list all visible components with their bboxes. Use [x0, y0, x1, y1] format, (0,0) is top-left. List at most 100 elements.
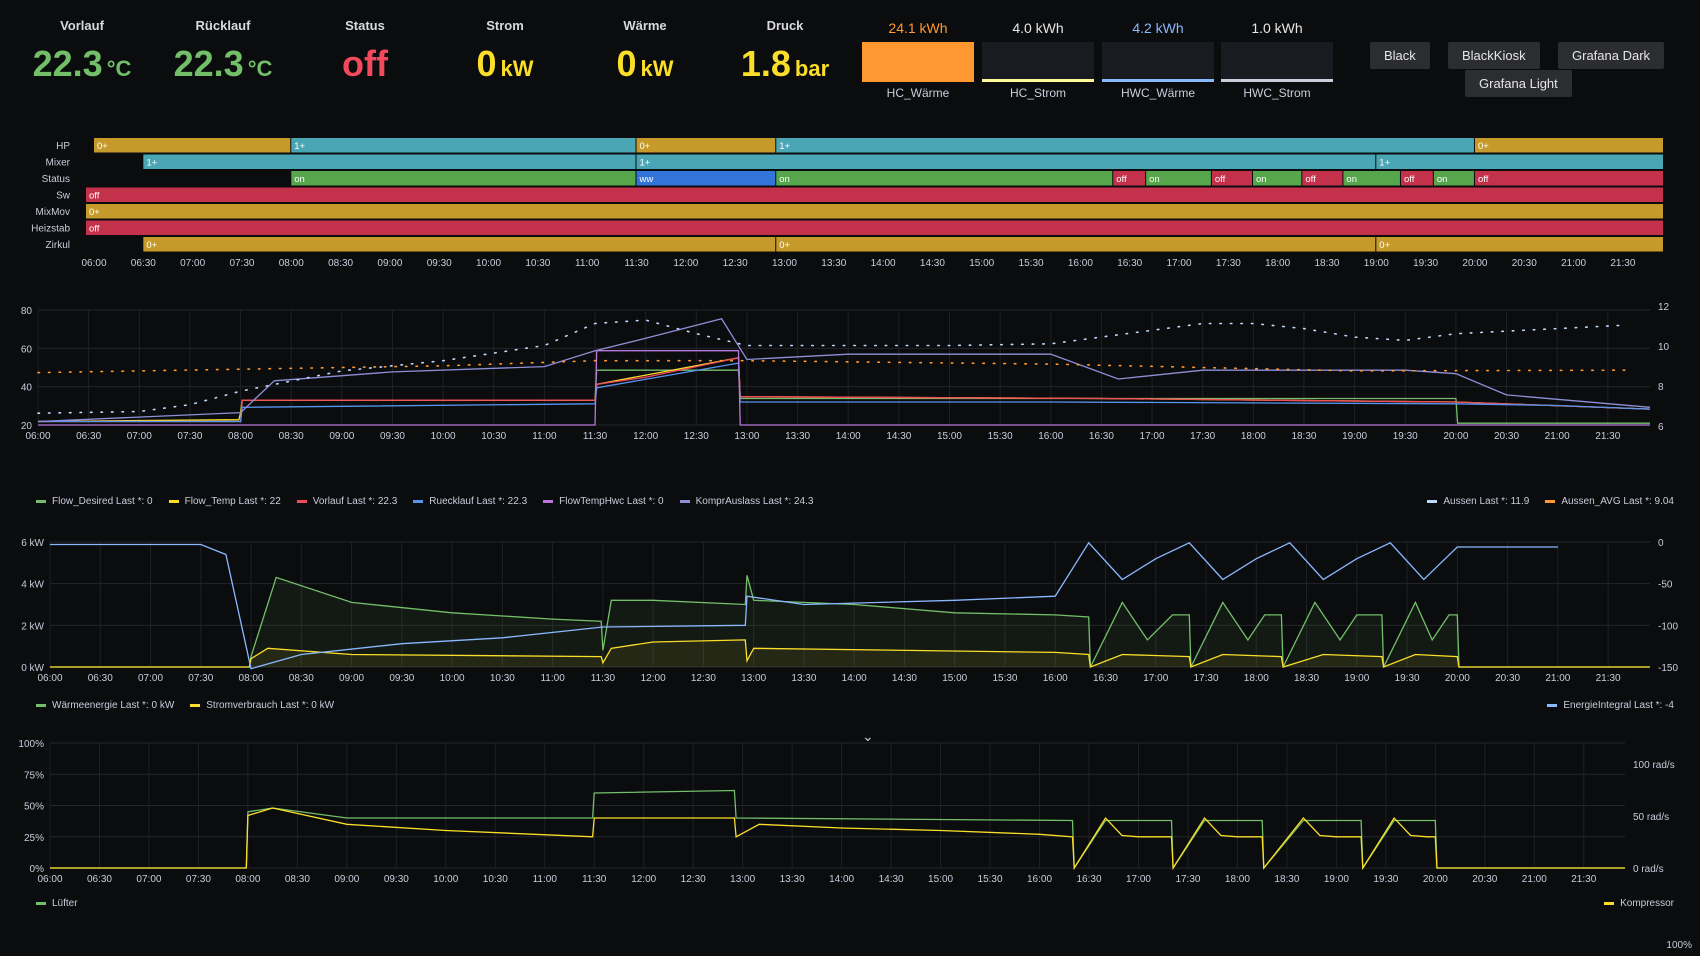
x-tick-label: 08:00 [235, 874, 260, 885]
legend-swatch [36, 499, 46, 503]
stat-number: 0 [616, 43, 637, 84]
legend-item[interactable]: Ruecklauf Last *: 22.3 [413, 496, 527, 507]
x-tick-label: 12:30 [684, 431, 709, 442]
x-tick-label: 17:30 [1194, 673, 1219, 684]
timeline-tick-label: 15:00 [969, 258, 994, 269]
timeline-tick-label: 21:00 [1561, 258, 1586, 269]
timeline-tick-label: 08:30 [328, 258, 353, 269]
chart3-legend-right: Kompressor [1604, 898, 1690, 909]
y-tick-label-right: 0 rad/s [1633, 864, 1664, 875]
series-area [50, 639, 1650, 667]
x-tick-label: 16:00 [1027, 874, 1052, 885]
legend-item[interactable]: Aussen_AVG Last *: 9.04 [1545, 496, 1674, 507]
x-tick-label: 13:00 [734, 431, 759, 442]
legend-item[interactable]: Lüfter [36, 898, 78, 909]
timeline-tick-label: 16:00 [1068, 258, 1093, 269]
stat-rücklauf: Rücklauf 22.3 °C [158, 18, 288, 85]
y-tick-label-right: 100 rad/s [1633, 760, 1675, 771]
x-tick-label: 09:00 [339, 673, 364, 684]
stat-value: 0 kW [580, 43, 710, 85]
legend-text: Flow_Desired Last *: 0 [52, 496, 153, 507]
stat-value: 0 kW [440, 43, 570, 85]
x-tick-label: 17:00 [1126, 874, 1151, 885]
series-line-FlowTempHwc [38, 350, 1650, 426]
x-tick-label: 12:00 [633, 431, 658, 442]
stat-value: 22.3 °C [158, 43, 288, 85]
y-tick-label-left: 6 kW [21, 538, 44, 549]
y-tick-label-left: 2 kW [21, 621, 44, 632]
timeline-segment [636, 154, 1376, 169]
legend-item[interactable]: Stromverbrauch Last *: 0 kW [190, 700, 334, 711]
x-tick-label: 13:30 [791, 673, 816, 684]
legend-swatch [36, 703, 46, 707]
timeline-segment [86, 204, 1663, 219]
legend-text: Vorlauf Last *: 22.3 [312, 496, 398, 507]
bar-gauge-value: 24.1 kWh [888, 20, 948, 36]
series-line-Lüfter [50, 789, 1625, 871]
stat-label: Wärme [623, 18, 667, 33]
timeline-row-label: Heizstab [31, 224, 70, 235]
collapse-chevron-icon[interactable]: ⌄ [862, 728, 874, 744]
theme-button-grafana-dark[interactable]: Grafana Dark [1558, 42, 1665, 69]
legend-item[interactable]: Wärmeenergie Last *: 0 kW [36, 700, 174, 711]
stat-vorlauf: Vorlauf 22.3 °C [17, 18, 147, 85]
timeline-segment [1211, 171, 1253, 186]
x-tick-label: 13:00 [741, 673, 766, 684]
x-tick-label: 06:30 [88, 673, 113, 684]
legend-item[interactable]: EnergieIntegral Last *: -4 [1547, 700, 1674, 711]
theme-button-black[interactable]: Black [1370, 42, 1430, 69]
timeline-segment-label: 0+ [97, 141, 108, 152]
legend-item[interactable]: Kompressor [1604, 898, 1674, 909]
x-tick-label: 21:00 [1545, 431, 1570, 442]
stat-number: 1.8 [740, 43, 791, 84]
timeline-tick-label: 11:30 [624, 258, 649, 269]
legend-item[interactable]: FlowTempHwc Last *: 0 [543, 496, 664, 507]
timeline-tick-label: 12:30 [723, 258, 748, 269]
stat-wärme: Wärme 0 kW [580, 18, 710, 85]
timeline-row-label: Mixer [46, 158, 71, 169]
timeline-segment [86, 220, 1663, 235]
stat-label: Strom [486, 18, 524, 33]
x-tick-label: 16:00 [1038, 431, 1063, 442]
x-tick-label: 15:30 [988, 431, 1013, 442]
x-tick-label: 15:30 [992, 673, 1017, 684]
state-timeline-panel: HP 0+ 1+ 0+ 1+ 0+ Mixer 1+ 1+ 1+ Status on ww on off on… [31, 138, 1663, 269]
x-tick-label: 12:30 [691, 673, 716, 684]
legend-item[interactable]: KomprAuslass Last *: 24.3 [679, 496, 813, 507]
y-tick-label-left: 0% [30, 864, 45, 875]
legend-swatch [296, 499, 307, 503]
legend-item[interactable]: Flow_Desired Last *: 0 [36, 496, 153, 507]
legend-item[interactable]: Flow_Temp Last *: 22 [168, 496, 281, 507]
x-tick-label: 17:00 [1143, 673, 1168, 684]
timeline-tick-label: 07:30 [229, 258, 254, 269]
x-tick-label: 11:30 [591, 673, 616, 684]
series-line-Vorlauf [38, 357, 1651, 423]
stat-status: Status off [300, 18, 430, 85]
y-tick-label-right: 0 [1658, 538, 1664, 549]
theme-button-grafana-light[interactable]: Grafana Light [1465, 70, 1572, 97]
timeline-row-label: MixMov [36, 207, 70, 218]
x-tick-label: 10:30 [490, 673, 515, 684]
legend-item[interactable]: Aussen Last *: 11.9 [1427, 496, 1529, 507]
y-tick-label-left: 25% [24, 833, 44, 844]
timeline-segment-label: 1+ [1379, 158, 1390, 169]
x-tick-label: 17:30 [1175, 874, 1200, 885]
legend-swatch [1545, 499, 1556, 503]
timeline-segment [1433, 171, 1474, 186]
x-tick-label: 11:00 [540, 673, 565, 684]
fan-compressor-chart: 100% 75% 50% 25% 0% 100 rad/s 50 rad/s 0 rad/s 0… [18, 740, 1675, 885]
x-tick-label: 17:00 [1140, 431, 1165, 442]
timeline-segment-label: off [1215, 174, 1226, 185]
legend-item[interactable]: Vorlauf Last *: 22.3 [296, 496, 398, 507]
theme-button-blackkiosk[interactable]: BlackKiosk [1448, 42, 1540, 69]
legend-text: Ruecklauf Last *: 22.3 [429, 496, 528, 507]
x-tick-label: 15:00 [942, 673, 967, 684]
stat-unit: °C [247, 56, 273, 81]
series-line-Wärmeenergie [50, 575, 1650, 668]
x-tick-label: 08:30 [279, 431, 304, 442]
series-line-Stromverbrauch [50, 639, 1650, 668]
timeline-tick-label: 11:00 [575, 258, 600, 269]
stat-number: off [342, 43, 388, 84]
x-tick-label: 06:30 [87, 874, 112, 885]
timeline-segment [1400, 171, 1433, 186]
